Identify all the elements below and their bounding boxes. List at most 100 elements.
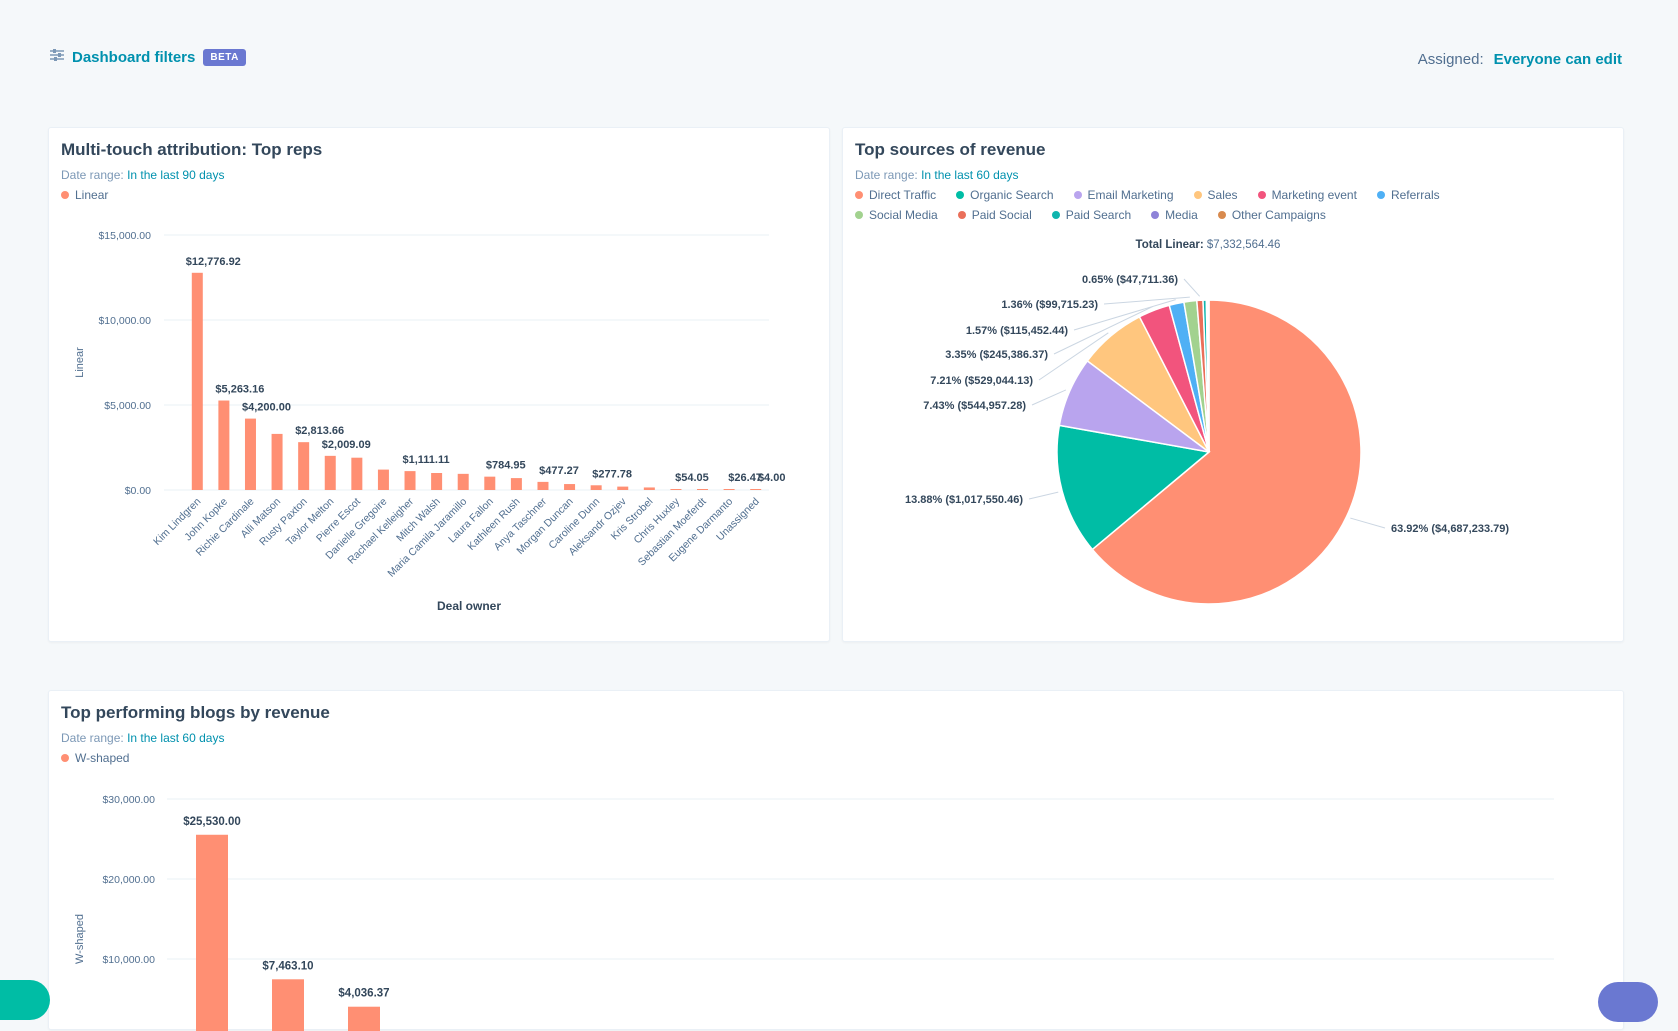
dashboard-filters-label: Dashboard filters <box>72 48 196 66</box>
x-axis-label: Deal owner <box>437 599 501 613</box>
bar[interactable] <box>590 485 602 490</box>
legend-swatch <box>1151 211 1160 219</box>
bar[interactable] <box>351 457 363 490</box>
legend-label: Sales <box>1207 188 1238 202</box>
y-tick-label: $20,000.00 <box>102 874 155 886</box>
legend-swatch <box>1376 191 1385 199</box>
bar[interactable] <box>272 979 304 1031</box>
legend-item[interactable]: Organic Search <box>956 188 1054 202</box>
legend-item[interactable]: Marketing event <box>1257 188 1357 202</box>
pie-slice-label: 7.21% ($529,044.13) <box>930 375 1033 387</box>
y-tick-label: $15,000.00 <box>98 230 151 242</box>
legend-label: Paid Social <box>971 208 1032 222</box>
bar[interactable] <box>404 471 416 490</box>
bar[interactable] <box>564 484 576 490</box>
legend-swatch <box>1193 191 1202 199</box>
legend-item[interactable]: Email Marketing <box>1073 188 1174 202</box>
report-card-revenue-sources: Top sources of revenue Date range: In th… <box>842 127 1624 642</box>
legend-swatch <box>1217 211 1226 219</box>
bar[interactable] <box>244 418 256 490</box>
card-title[interactable]: Top performing blogs by revenue <box>61 703 330 722</box>
bar[interactable] <box>218 400 230 490</box>
legend-label: Organic Search <box>970 188 1054 202</box>
bar-data-label: $7,463.10 <box>262 960 313 972</box>
pie-slice-label: 7.43% ($544,957.28) <box>923 400 1026 412</box>
top-reps-bar-chart: $0.00 $5,000.00 $10,000.00 $15,000.00 Linear… <box>74 230 786 613</box>
chart-legend: Direct Traffic Organic Search Email Market… <box>855 188 1535 228</box>
dashboard-header: Dashboard filters BETA Assigned: Everyon… <box>0 0 1678 110</box>
bar[interactable] <box>298 442 310 490</box>
assigned-permission-link[interactable]: Everyone can edit <box>1493 51 1622 68</box>
bar[interactable] <box>457 473 469 490</box>
bar-data-label: $477.27 <box>539 465 579 477</box>
bar-data-label: $12,776.92 <box>186 256 241 268</box>
bar[interactable] <box>537 481 549 490</box>
bar[interactable] <box>643 487 655 490</box>
legend-item[interactable]: Other Campaigns <box>1217 208 1326 222</box>
bar[interactable] <box>271 433 283 490</box>
help-widget-button[interactable] <box>0 980 50 1020</box>
legend-swatch <box>1073 191 1082 199</box>
bar-data-label: $4,036.37 <box>338 988 389 1000</box>
legend-item[interactable]: Direct Traffic <box>855 188 936 202</box>
pie-leader-line <box>1038 332 1109 381</box>
bar-data-label: $54.05 <box>675 472 709 484</box>
bar-data-label: $4.00 <box>758 472 786 484</box>
bar[interactable] <box>723 489 735 490</box>
beta-badge: BETA <box>203 48 246 66</box>
pie-leader-line <box>1028 491 1059 500</box>
legend-swatch <box>956 191 965 199</box>
legend-swatch <box>855 211 863 219</box>
bar[interactable] <box>617 486 629 490</box>
legend-item[interactable]: Sales <box>1193 188 1238 202</box>
legend-label: Email Marketing <box>1087 188 1174 202</box>
dashboard-filters-button[interactable]: Dashboard filters BETA <box>50 48 246 66</box>
pie-slice[interactable] <box>1091 299 1362 605</box>
chat-widget-button[interactable] <box>1598 982 1658 1022</box>
legend-label: Other Campaigns <box>1231 208 1326 222</box>
bar[interactable] <box>750 489 762 490</box>
bar-data-label: $4,200.00 <box>242 402 291 414</box>
bar[interactable] <box>431 473 443 490</box>
bar[interactable] <box>324 455 336 490</box>
revenue-sources-pie-chart: Total Linear: $7,332,564.46 63.92% ($4,68… <box>905 239 1509 605</box>
legend-item[interactable]: Paid Search <box>1051 208 1131 222</box>
pie-slice[interactable] <box>1056 424 1211 551</box>
assigned-label: Assigned: <box>1417 51 1484 68</box>
legend-item[interactable]: Linear <box>61 188 108 202</box>
bar-data-label: $2,009.09 <box>322 439 371 451</box>
legend-item[interactable]: Paid Social <box>957 208 1032 222</box>
bar[interactable] <box>191 272 203 490</box>
y-tick-label: $10,000.00 <box>98 315 151 327</box>
legend-item[interactable]: Media <box>1151 208 1198 222</box>
date-range: Date range: In the last 90 days <box>61 168 225 182</box>
legend-item[interactable]: Referrals <box>1376 188 1440 202</box>
legend-label: Direct Traffic <box>869 188 937 202</box>
pie-total-label: Total Linear: $7,332,564.46 <box>1136 239 1281 251</box>
chart-legend: Linear <box>61 188 128 208</box>
sliders-icon <box>50 48 64 66</box>
pie-slice[interactable] <box>1207 299 1210 453</box>
card-title[interactable]: Top sources of revenue <box>855 140 1046 159</box>
pie-slice-label: 1.57% ($115,452.44) <box>966 325 1068 337</box>
card-title[interactable]: Multi-touch attribution: Top reps <box>61 140 323 159</box>
bar[interactable] <box>348 1006 380 1031</box>
bar[interactable] <box>484 476 496 490</box>
legend-label: Referrals <box>1390 188 1440 202</box>
bar[interactable] <box>697 489 709 490</box>
pie-leader-line <box>1053 306 1153 355</box>
bar[interactable] <box>510 478 522 490</box>
bar-data-label: $2,813.66 <box>295 425 344 437</box>
legend-item[interactable]: W-shaped <box>61 751 129 765</box>
legend-label: Media <box>1165 208 1198 222</box>
pie-slice-label: 63.92% ($4,687,233.79) <box>1391 523 1509 535</box>
bar[interactable] <box>377 469 389 490</box>
chart-legend: W-shaped <box>61 751 149 771</box>
y-tick-label: $10,000.00 <box>102 954 155 966</box>
bar[interactable] <box>196 834 228 1031</box>
bar[interactable] <box>670 489 682 490</box>
pie-slice-label: 3.35% ($245,386.37) <box>945 349 1048 361</box>
legend-item[interactable]: Social Media <box>855 208 938 222</box>
pie-leader-line <box>1103 296 1190 305</box>
bar-data-label: $26.47 <box>728 472 762 484</box>
